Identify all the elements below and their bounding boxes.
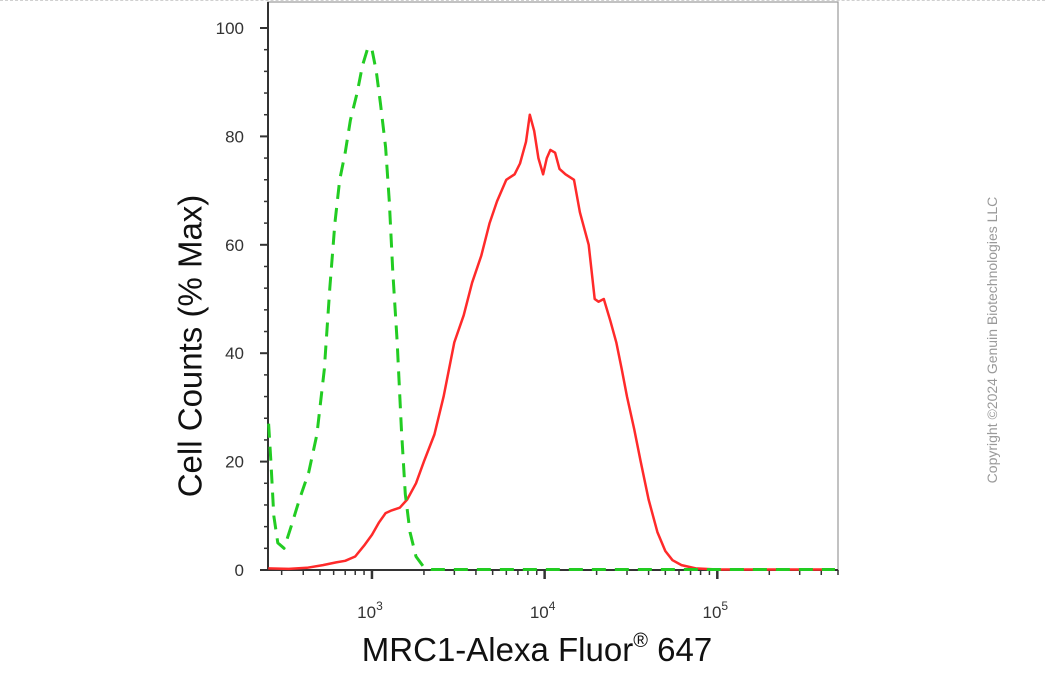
x-axis-label: MRC1-Alexa Fluor® 647	[362, 630, 712, 668]
x-axis-ticks: 103 104 105	[280, 570, 839, 622]
x-tick-label: 103	[357, 599, 383, 622]
y-axis-label: Cell Counts (% Max)	[172, 195, 209, 498]
x-axis-label-superscript: ®	[633, 630, 648, 652]
x-tick-label: 105	[703, 599, 729, 622]
copyright-watermark: Copyright ©2024 Genuin Biotechnologies L…	[984, 196, 1000, 484]
stained-histogram-line	[268, 113, 835, 571]
y-tick-label: 0	[235, 561, 244, 580]
x-axis-label-main: MRC1-Alexa Fluor	[362, 631, 633, 668]
histogram-series	[267, 45, 835, 571]
x-axis-label-suffix: 647	[648, 631, 712, 668]
y-axis-ticks: 0 20 40 60 80 100	[216, 19, 268, 580]
y-tick-label: 80	[225, 127, 244, 146]
y-tick-label: 100	[216, 19, 244, 38]
top-divider	[0, 0, 1045, 1]
plot-frame	[267, 1, 839, 571]
x-tick-label: 104	[530, 599, 556, 622]
y-tick-label: 60	[225, 236, 244, 255]
y-tick-label: 40	[225, 344, 244, 363]
y-tick-label: 20	[225, 453, 244, 472]
control-histogram-line	[267, 45, 835, 571]
